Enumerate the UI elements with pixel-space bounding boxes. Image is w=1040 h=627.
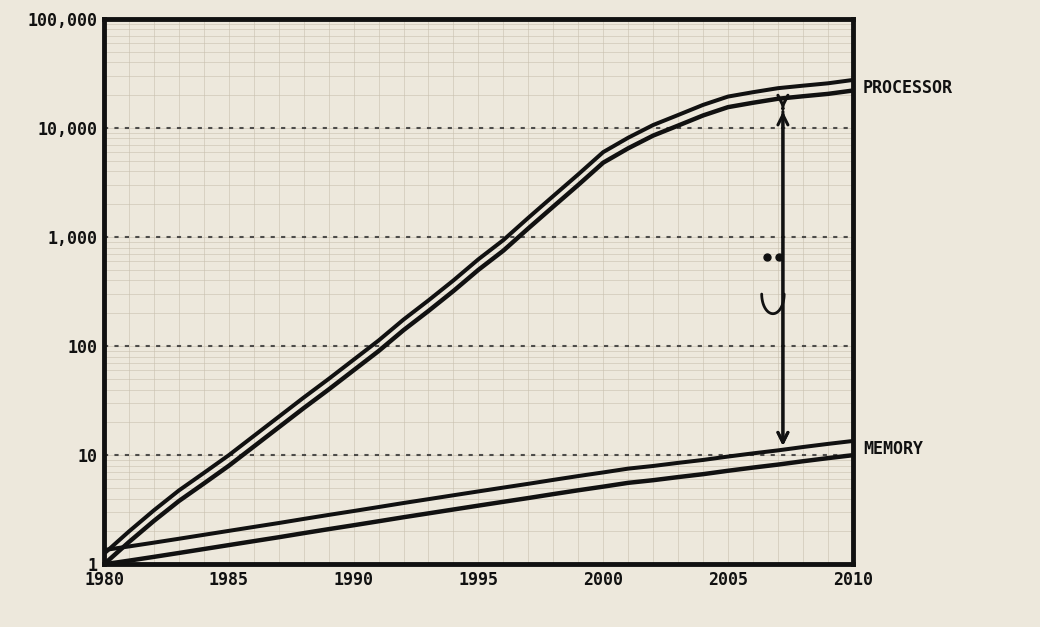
Text: MEMORY: MEMORY xyxy=(863,440,922,458)
Text: PROCESSOR: PROCESSOR xyxy=(863,78,953,97)
